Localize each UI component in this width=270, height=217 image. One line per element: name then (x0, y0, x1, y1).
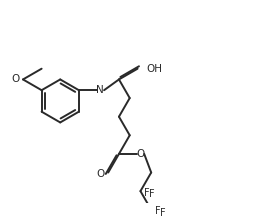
Text: OH: OH (146, 64, 162, 74)
Text: F: F (155, 206, 161, 216)
Text: O: O (136, 149, 144, 159)
Text: O: O (97, 169, 105, 179)
Text: N: N (96, 85, 104, 95)
Text: F: F (149, 189, 154, 199)
Text: O: O (11, 74, 19, 84)
Text: F: F (144, 188, 150, 198)
Text: F: F (160, 208, 165, 217)
